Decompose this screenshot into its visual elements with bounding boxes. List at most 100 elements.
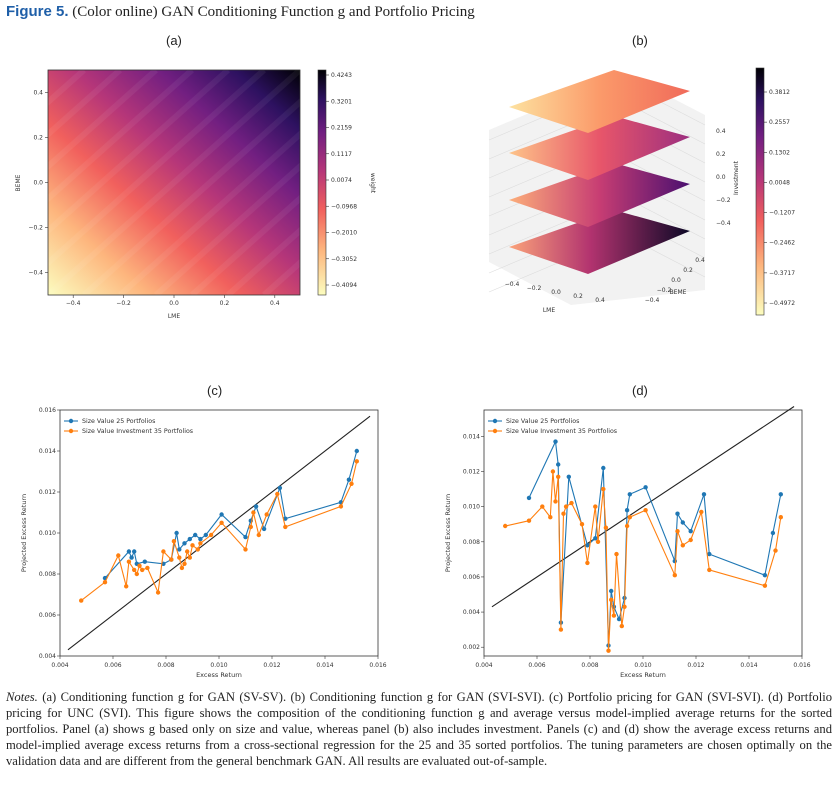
- heatmap-band: [262, 67, 518, 298]
- series-2-point: [569, 500, 574, 506]
- notes-text: (a) Conditioning function g for GAN (SV-…: [6, 690, 832, 768]
- panel-a-x-axis-label: LME: [168, 313, 181, 320]
- investment-tick-label: 0.0: [716, 174, 726, 181]
- series-1-point: [253, 504, 259, 509]
- series-2-point: [624, 523, 630, 529]
- y-tick-label: 0.014: [463, 433, 480, 440]
- panel-a-colorbar-label: weight: [369, 173, 376, 194]
- series-2-point: [606, 648, 611, 653]
- series-1-point: [261, 526, 267, 532]
- series-2-point: [579, 522, 585, 527]
- series-1-point: [174, 530, 179, 536]
- heatmap-band: [0, 67, 230, 278]
- panel-label-b: (b): [632, 33, 648, 48]
- series-1-point: [277, 485, 283, 491]
- panel-b-colorbar: [755, 67, 765, 316]
- colorbar-tick-label: −0.4094: [331, 282, 357, 289]
- y-tick-label: 0.006: [463, 574, 480, 581]
- heatmap-band: [46, 67, 302, 298]
- series-1-point: [556, 462, 561, 467]
- panel-d-y-axis-label: Projected Excess Return: [444, 494, 452, 572]
- series-1-point: [243, 534, 248, 540]
- panel-c-x-axis-label: Excess Return: [196, 671, 242, 679]
- series-1-point: [553, 439, 558, 444]
- legend-marker: [492, 418, 498, 424]
- x-tick-label: 0.012: [687, 662, 704, 669]
- series-2-point: [134, 571, 139, 577]
- series-1-point: [142, 559, 147, 564]
- legend-entry: Size Value Investment 35 Portfolios: [82, 428, 193, 435]
- beme-tick-label: −0.2: [657, 287, 672, 294]
- figure-title: Figure 5. (Color online) GAN Conditionin…: [6, 3, 475, 21]
- series-1-point: [346, 477, 352, 482]
- colorbar-tick-label: −0.4972: [769, 300, 795, 307]
- series-1-point: [593, 536, 598, 541]
- y-tick-label: 0.016: [39, 407, 56, 414]
- series-2-point: [195, 547, 200, 552]
- colorbar-tick-label: 0.2159: [331, 125, 352, 132]
- y-tick-label: 0.012: [463, 469, 480, 476]
- colorbar-tick-label: 0.0048: [769, 179, 790, 186]
- figure-graphics: −0.4 −0.2 0.0 0.2 0.4 0.40.20.0−0.2−0.4 LME …: [0, 67, 811, 679]
- surface-layer-3: [509, 163, 690, 227]
- panel-label-d: (d): [632, 383, 648, 398]
- x-tick-label: 0.008: [581, 662, 598, 669]
- series-2-point: [187, 555, 192, 560]
- panel-label-a: (a): [166, 33, 182, 48]
- x-tick-label: 0.2: [220, 300, 230, 307]
- x-tick-label: 0.012: [263, 662, 280, 669]
- lme-tick-label: −0.4: [505, 281, 520, 288]
- panel-d-ticks: 0.004 0.006 0.008 0.010 0.012 0.014 0.016 0.002…: [463, 433, 811, 669]
- series-1-point: [585, 543, 590, 548]
- heatmap-band: [10, 67, 266, 298]
- series-2-point: [137, 563, 142, 568]
- series-1-point: [182, 541, 187, 546]
- series-1-point: [198, 536, 203, 542]
- surface-layer-4: [509, 210, 690, 274]
- series-2-point: [627, 515, 632, 520]
- panel-b-colorbar-ticks: 0.3812 0.2557 0.1302 0.0048 −0.1207 −0.2462 −0…: [764, 89, 795, 307]
- series-2-point: [251, 510, 256, 515]
- panel-b-surface: −0.4−0.20.00.20.4 0.40.20.0−0.2−0.4 0.40…: [488, 67, 795, 316]
- series-2-point: [256, 532, 261, 538]
- series-2-point: [179, 565, 185, 571]
- legend-marker: [68, 428, 74, 434]
- series-2-point: [585, 560, 590, 566]
- series-line-2: [80, 461, 358, 602]
- series-2-point: [680, 543, 685, 548]
- panel-a-heatmap: −0.4 −0.2 0.0 0.2 0.4 0.40.20.0−0.2−0.4 LME …: [0, 67, 518, 320]
- panel-a-colorbar: [317, 69, 327, 296]
- x-tick-label: 0.016: [369, 662, 386, 669]
- x-tick-label: 0.014: [740, 662, 757, 669]
- series-2-point: [145, 565, 150, 571]
- series-1-point: [643, 485, 648, 490]
- series-1-point: [203, 532, 208, 538]
- series-1-point: [672, 558, 677, 564]
- panel-d-plot: [491, 406, 795, 653]
- x-tick-label: 0.016: [793, 662, 810, 669]
- series-2-point: [595, 539, 601, 544]
- figure-notes: Notes. (a) Conditioning function g for G…: [6, 689, 832, 769]
- x-tick-label: 0.006: [528, 662, 545, 669]
- lme-tick-label: 0.2: [573, 293, 583, 300]
- series-2-point: [283, 524, 288, 530]
- series-1-point: [770, 530, 776, 536]
- investment-tick-label: 0.4: [716, 128, 726, 135]
- legend-marker: [68, 418, 74, 424]
- series-2-point: [219, 520, 224, 525]
- series-2-point: [548, 515, 553, 520]
- figure-label: Figure 5.: [6, 3, 69, 20]
- x-tick-label: −0.2: [116, 300, 131, 307]
- panel-b-lme-ticks: −0.4 −0.2 0.0 0.2 0.4: [505, 281, 605, 304]
- series-2-point: [102, 580, 108, 585]
- panel-d-x-axis-label: Excess Return: [620, 671, 666, 679]
- heatmap-band: [0, 67, 122, 182]
- series-1-point: [688, 529, 693, 534]
- panel-c-legend: Size Value 25 Portfolios Size Value Inves…: [64, 418, 193, 435]
- x-tick-label: 0.008: [157, 662, 174, 669]
- x-tick-label: 0.004: [475, 662, 492, 669]
- y-tick-label: 0.014: [39, 448, 56, 455]
- series-2-point: [561, 511, 566, 516]
- series-2-point: [778, 515, 783, 520]
- legend-entry: Size Value 25 Portfolios: [82, 418, 155, 425]
